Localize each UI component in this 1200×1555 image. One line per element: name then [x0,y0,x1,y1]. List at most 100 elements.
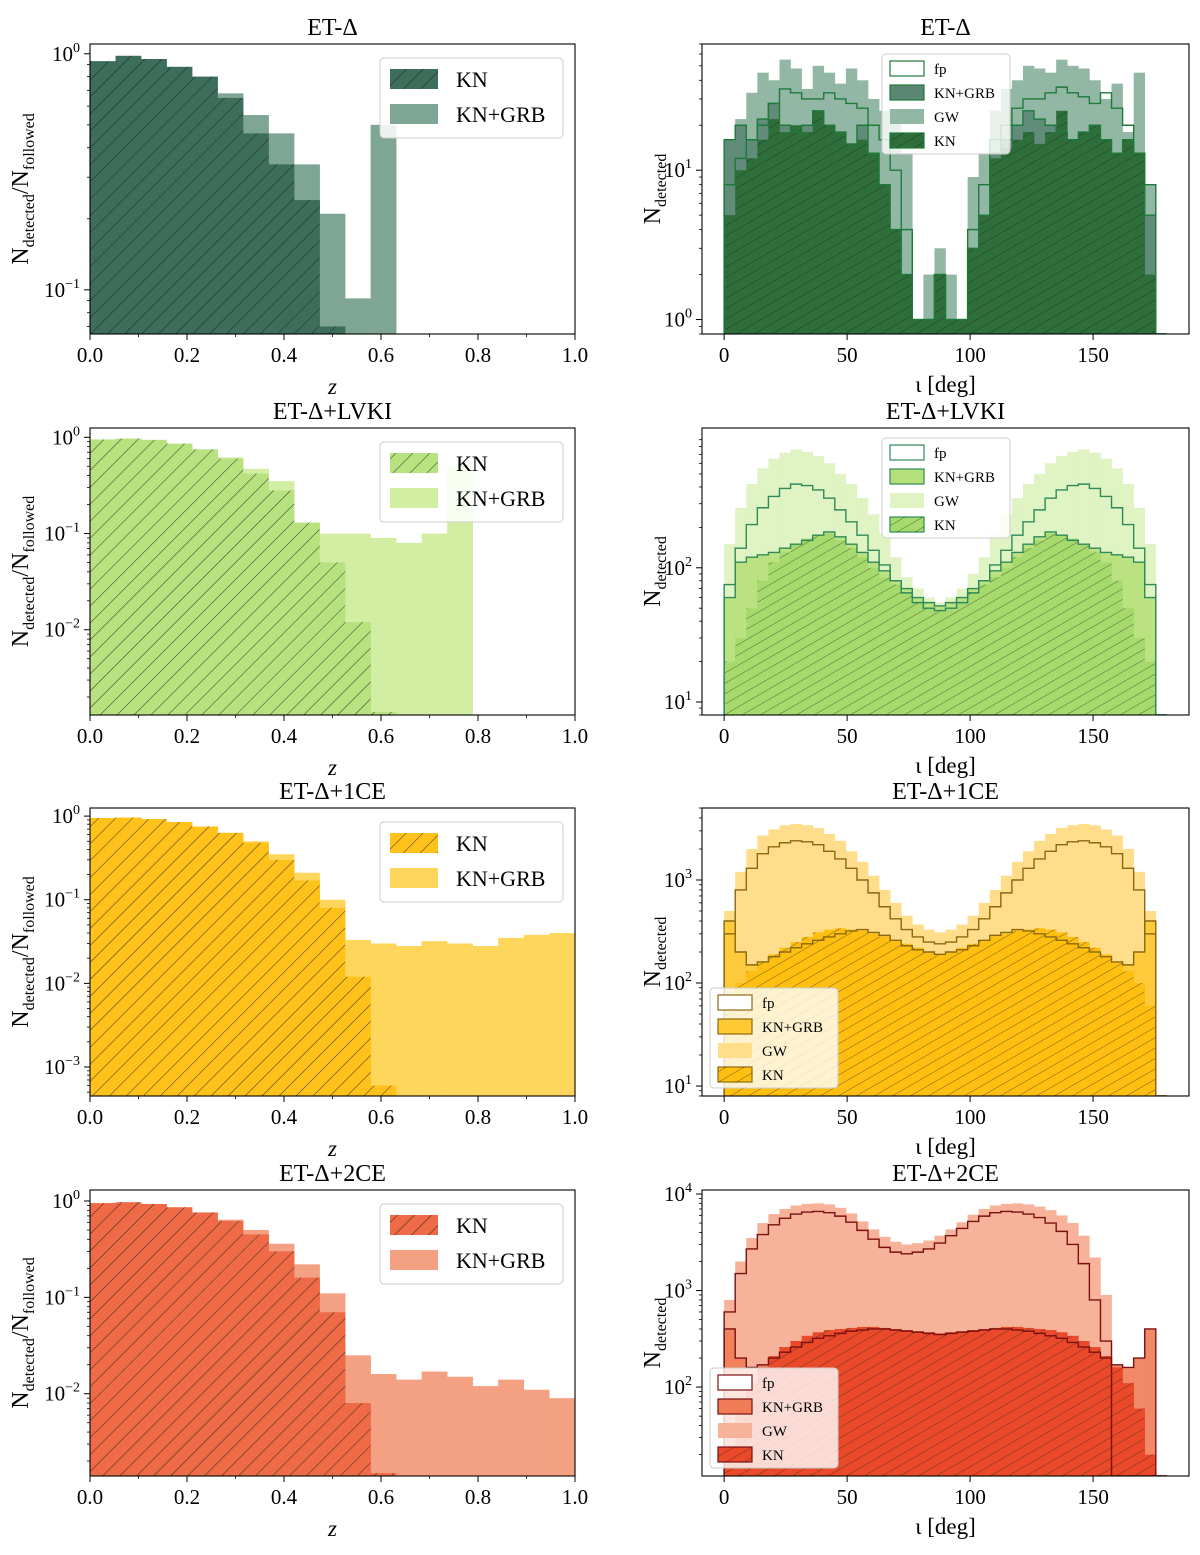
x-tick-label: 0 [719,724,730,748]
kn-grb-bar [370,1374,397,1476]
legend-swatch-kn-hatch [718,1067,752,1082]
y-tick-label: 10−3 [44,1054,80,1079]
kn-hatch [1000,1326,1012,1476]
kn-hatch [217,832,244,1096]
x-axis-label: ι [deg] [915,372,975,397]
kn-hatch [243,842,269,1096]
kn-hatch [834,1328,846,1476]
svg-text:Ndetected: Ndetected [640,536,670,607]
kn-hatch [901,274,913,334]
panel-title: ET-Δ [307,15,358,41]
fp-step-line [723,483,1167,715]
kn-hatch [1022,132,1035,334]
kn-hatch [967,592,979,715]
kn-hatch [834,540,846,715]
kn-grb-edge [723,920,1167,1096]
kn-hatch [757,139,769,334]
kn-hatch [901,1330,913,1476]
kn-hatch [217,97,244,334]
y-tick-label: 10−2 [44,617,80,642]
panel-iota-et: ET-Δ 0 50 100 150 100 101 ι [deg] Ndetected fp KN+… [640,15,1190,397]
y-tick-label: 100 [52,41,80,66]
legend: fp KN+GRB GW KN [709,987,839,1089]
kn-hatch [243,133,269,334]
kn-hatch [319,1312,346,1476]
kn-hatch [268,164,295,334]
plot-area [90,817,626,1096]
x-tick-label: 1.0 [562,724,588,748]
x-tick-label: 0.4 [271,1485,298,1509]
axes-frame [701,43,1190,335]
y-axis-label: Ndetected [640,917,670,988]
kn-grb-bar [447,943,473,1096]
kn-grb-bar [472,1386,499,1476]
legend-swatch-kn-hatch [390,453,438,473]
kn-hatch [1111,580,1123,715]
x-tick-label: 50 [837,724,858,748]
kn-hatch [1056,110,1068,334]
panel-z-1ce: ET-Δ+1CE 0.0 0.2 0.4 0.6 0.8 1.0 100 10−1 10−2 10−… [8,779,626,1161]
plot-area [90,1202,626,1476]
kn-hatch [934,1333,946,1476]
kn-hatch [90,1203,116,1476]
legend-label-kn: KN [456,451,488,476]
legend-swatch-gw [890,493,924,508]
panel-iota-1ce: ET-Δ+1CE 0 50 100 150 101 102 103 ι [deg] Ndetect… [640,779,1190,1159]
kn-hatch [1067,1335,1079,1476]
kn-hatch [945,952,957,1096]
plot-area [90,438,473,715]
kn-hatch [192,1212,218,1476]
y-axis-label: Ndetected [640,1298,670,1369]
kn-hatch [834,132,846,334]
x-tick-label: 1.0 [562,1485,588,1509]
x-tick-label: 150 [1077,1485,1109,1509]
x-tick-label: 0.0 [77,343,103,367]
kn-grb-bar [574,1395,575,1476]
kn-hatch [370,1473,397,1476]
x-tick-label: 0.2 [174,1105,200,1129]
kn-hatch [1034,928,1046,1096]
kn-hatch [1144,1454,1156,1476]
svg-text:Ndetected/Nfollowed: Ndetected/Nfollowed [8,496,38,648]
kn-hatch [1100,139,1112,334]
kn-grb-bar [345,298,371,334]
kn-grb-bar [600,1399,626,1476]
panel-title: ET-Δ+2CE [279,1161,386,1187]
gw-bar [768,1214,780,1476]
kn-hatch [801,538,813,715]
kn-hatch [1133,637,1145,715]
kn-hatch [1133,153,1145,334]
x-tick-label: 100 [954,343,986,367]
kn-hatch [934,954,946,1096]
kn-hatch [967,248,979,334]
kn-grb-edge [723,1328,1167,1476]
x-axis-label: z [327,1136,337,1161]
kn-hatch [879,577,891,715]
legend: KN KN+GRB [379,57,564,139]
kn-hatch [1022,929,1035,1096]
kn-hatch [856,557,869,715]
x-tick-label: 0.8 [465,1105,491,1129]
kn-hatch [989,936,1001,1096]
kn-hatch [923,319,935,334]
kn-hatch [1000,148,1012,334]
kn-hatch [978,584,990,715]
panel-title: ET-Δ+1CE [279,779,386,805]
y-tick-label: 100 [52,803,80,828]
legend-swatch-kn-hatch [390,1215,438,1235]
kn-hatch [934,274,946,334]
panel-z-lvki: ET-Δ+LVKI 0.0 0.2 0.4 0.6 0.8 1.0 100 10−1 10−2 z N… [8,399,588,780]
kn-hatch [1000,567,1012,715]
x-tick-label: 50 [837,1105,858,1129]
kn-hatch [912,947,924,1096]
panel-z-et: ET-Δ 0.0 0.2 0.4 0.6 0.8 1.0 100 10−1 z Ndetected/… [8,15,588,399]
kn-hatch [801,132,813,334]
kn-grb-bar [600,931,626,1096]
x-tick-label: 100 [954,1105,986,1129]
x-tick-label: 0.8 [465,1485,491,1509]
y-tick-label: 101 [664,1073,692,1098]
kn-hatch [141,59,167,334]
kn-hatch [1133,1408,1145,1476]
kn-hatch [268,1251,295,1476]
kn-hatch [166,443,193,715]
